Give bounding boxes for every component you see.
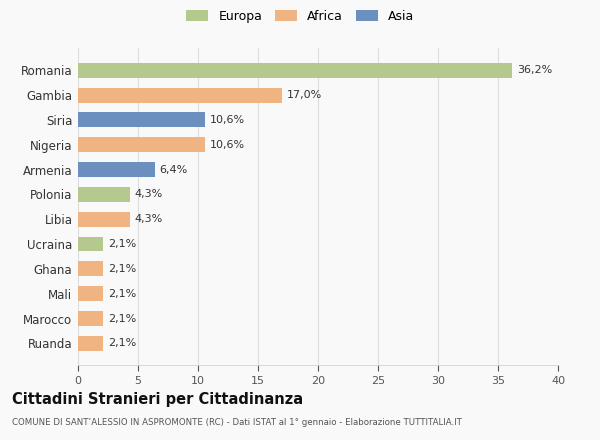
- Text: COMUNE DI SANT’ALESSIO IN ASPROMONTE (RC) - Dati ISTAT al 1° gennaio - Elaborazi: COMUNE DI SANT’ALESSIO IN ASPROMONTE (RC…: [12, 418, 462, 427]
- Bar: [78, 286, 103, 301]
- Text: 4,3%: 4,3%: [134, 214, 163, 224]
- Text: 17,0%: 17,0%: [287, 90, 322, 100]
- Bar: [78, 336, 103, 351]
- Bar: [78, 311, 103, 326]
- Text: 10,6%: 10,6%: [210, 115, 245, 125]
- Bar: [78, 162, 155, 177]
- Bar: [78, 63, 512, 78]
- Text: 2,1%: 2,1%: [108, 338, 136, 348]
- Text: 2,1%: 2,1%: [108, 314, 136, 323]
- Bar: [78, 88, 282, 103]
- Text: Cittadini Stranieri per Cittadinanza: Cittadini Stranieri per Cittadinanza: [12, 392, 303, 407]
- Text: 2,1%: 2,1%: [108, 289, 136, 299]
- Text: 6,4%: 6,4%: [160, 165, 188, 175]
- Text: 10,6%: 10,6%: [210, 140, 245, 150]
- Text: 36,2%: 36,2%: [517, 65, 553, 75]
- Text: 2,1%: 2,1%: [108, 264, 136, 274]
- Bar: [78, 237, 103, 252]
- Bar: [78, 212, 130, 227]
- Bar: [78, 113, 205, 127]
- Text: 2,1%: 2,1%: [108, 239, 136, 249]
- Bar: [78, 261, 103, 276]
- Text: 4,3%: 4,3%: [134, 189, 163, 199]
- Bar: [78, 137, 205, 152]
- Bar: [78, 187, 130, 202]
- Legend: Europa, Africa, Asia: Europa, Africa, Asia: [182, 6, 418, 27]
